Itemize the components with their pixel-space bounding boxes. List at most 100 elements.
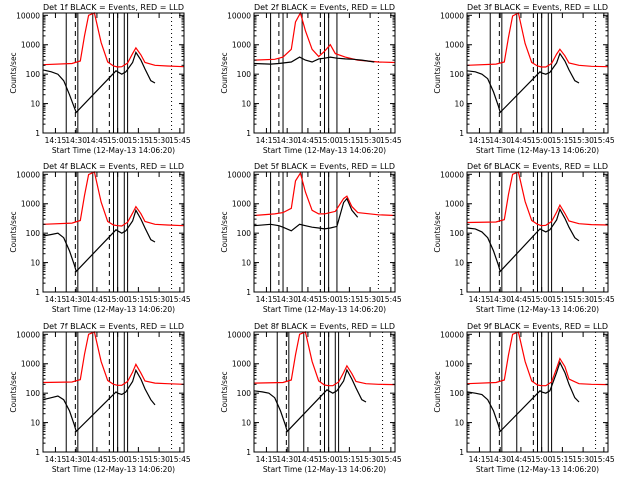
y-tick-label: 1000 — [445, 41, 464, 50]
y-tick-label: 10 — [30, 259, 40, 268]
series-red-line — [466, 12, 609, 68]
y-tick-label: 10 — [241, 100, 251, 109]
y-tick-label: 1000 — [21, 41, 40, 50]
y-tick-label: 1 — [246, 288, 251, 297]
y-tick-label: 10000 — [16, 330, 40, 339]
y-axis-label: Counts/sec — [9, 371, 18, 412]
y-tick-label: 100 — [26, 70, 41, 79]
y-tick-label: 10000 — [440, 330, 464, 339]
x-tick-label: 15:15 — [552, 295, 574, 304]
panel-title: Det 9f BLACK = Events, RED = LLD — [467, 322, 608, 331]
x-tick-label: 14:30 — [489, 136, 511, 145]
x-tick-label: 14:30 — [65, 136, 87, 145]
x-tick-label: 14:45 — [510, 295, 532, 304]
series-black-line — [42, 51, 156, 114]
y-tick-label: 10 — [241, 259, 251, 268]
x-axis-label: Start Time (12-May-13 14:06:20) — [263, 146, 386, 155]
plot-frame — [42, 171, 185, 293]
x-axis-label: Start Time (12-May-13 14:06:20) — [52, 305, 175, 314]
y-axis-label: Counts/sec — [9, 52, 18, 93]
y-tick-label: 100 — [26, 229, 41, 238]
x-tick-label: 15:30 — [359, 136, 381, 145]
y-tick-label: 10000 — [16, 170, 40, 179]
y-tick-label: 10 — [454, 259, 464, 268]
y-tick-label: 100 — [237, 229, 252, 238]
series-black-line — [466, 360, 580, 433]
x-tick-label: 15:00 — [107, 136, 129, 145]
x-tick-label: 15:00 — [107, 455, 129, 464]
x-tick-label: 15:30 — [572, 295, 594, 304]
y-axis-label: Counts/sec — [220, 371, 229, 412]
y-tick-label: 100 — [237, 70, 252, 79]
y-tick-label: 1 — [35, 448, 40, 457]
y-axis-label: Counts/sec — [220, 211, 229, 252]
x-tick-label: 14:45 — [86, 295, 108, 304]
y-tick-label: 1 — [35, 288, 40, 297]
x-tick-label: 14:15 — [469, 295, 491, 304]
series-red-line — [253, 331, 396, 387]
x-tick-label: 15:45 — [593, 295, 615, 304]
x-tick-label: 15:45 — [380, 295, 402, 304]
y-tick-label: 1 — [459, 288, 464, 297]
panel-title: Det 1f BLACK = Events, RED = LLD — [43, 3, 184, 12]
panel-det-5: 1 10 100 1000 10000 14:15 14:30 14:45 15:00 15:15… — [220, 162, 402, 314]
x-tick-label: 14:15 — [45, 455, 67, 464]
x-axis-label: Start Time (12-May-13 14:06:20) — [263, 465, 386, 474]
x-tick-label: 15:15 — [552, 136, 574, 145]
x-axis-label: Start Time (12-May-13 14:06:20) — [476, 465, 599, 474]
x-tick-label: 15:30 — [148, 136, 170, 145]
x-tick-label: 15:45 — [169, 295, 191, 304]
y-tick-label: 100 — [450, 229, 465, 238]
y-tick-label: 10000 — [227, 330, 251, 339]
panel-det-3: 1 10 100 1000 10000 14:15 14:30 14:45 15:00 15:15… — [433, 3, 615, 155]
y-tick-label: 1 — [35, 129, 40, 138]
y-tick-label: 10000 — [227, 170, 251, 179]
y-tick-label: 1000 — [445, 360, 464, 369]
x-tick-label: 15:15 — [339, 136, 361, 145]
x-tick-label: 15:30 — [572, 455, 594, 464]
y-axis-label: Counts/sec — [433, 52, 442, 93]
y-tick-label: 1000 — [232, 360, 251, 369]
x-tick-label: 14:15 — [45, 136, 67, 145]
panel-title: Det 4f BLACK = Events, RED = LLD — [43, 162, 184, 171]
x-tick-label: 15:15 — [128, 455, 150, 464]
x-tick-label: 15:00 — [318, 455, 340, 464]
x-tick-label: 15:45 — [169, 455, 191, 464]
series-black-line — [466, 207, 580, 273]
x-tick-label: 15:15 — [128, 136, 150, 145]
series-red-line — [42, 331, 185, 386]
x-tick-label: 15:30 — [148, 295, 170, 304]
series-black-line — [42, 208, 156, 273]
x-tick-label: 15:45 — [380, 455, 402, 464]
x-tick-label: 14:15 — [469, 136, 491, 145]
y-tick-label: 1000 — [232, 200, 251, 209]
plot-frame — [253, 331, 396, 453]
x-tick-label: 14:15 — [469, 455, 491, 464]
panel-det-1: 1 10 100 1000 10000 14:15 14:30 14:45 15:00 15:15… — [9, 3, 191, 155]
y-axis-label: Counts/sec — [9, 211, 18, 252]
panel-title: Det 8f BLACK = Events, RED = LLD — [254, 322, 395, 331]
y-tick-label: 10 — [241, 419, 251, 428]
x-tick-label: 14:30 — [65, 295, 87, 304]
x-tick-label: 14:30 — [276, 136, 298, 145]
y-tick-label: 100 — [237, 389, 252, 398]
y-tick-label: 10 — [30, 100, 40, 109]
x-axis-label: Start Time (12-May-13 14:06:20) — [263, 305, 386, 314]
plot-frame — [253, 171, 396, 293]
series-black-line — [253, 56, 375, 65]
panel-title: Det 7f BLACK = Events, RED = LLD — [43, 322, 184, 331]
plot-frame — [466, 12, 609, 134]
series-black-line — [42, 368, 156, 433]
y-axis-label: Counts/sec — [433, 371, 442, 412]
x-tick-label: 15:15 — [339, 295, 361, 304]
y-tick-label: 100 — [26, 389, 41, 398]
y-tick-label: 1000 — [21, 360, 40, 369]
x-tick-label: 14:45 — [510, 455, 532, 464]
x-axis-label: Start Time (12-May-13 14:06:20) — [52, 146, 175, 155]
x-tick-label: 15:30 — [359, 295, 381, 304]
y-tick-label: 10000 — [16, 11, 40, 20]
x-tick-label: 14:15 — [45, 295, 67, 304]
y-tick-label: 10000 — [440, 11, 464, 20]
x-axis-label: Start Time (12-May-13 14:06:20) — [476, 305, 599, 314]
series-red-line — [253, 11, 396, 64]
